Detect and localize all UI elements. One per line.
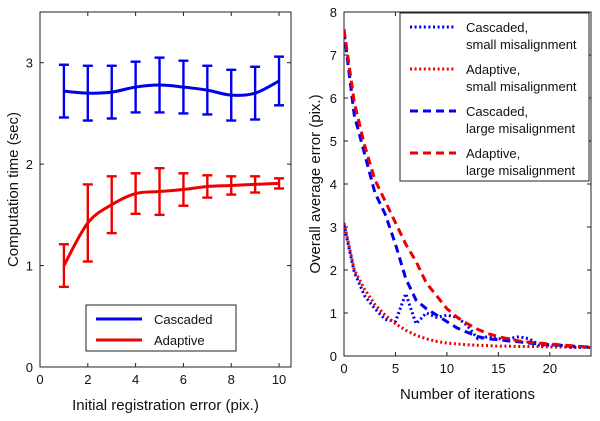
- series-1: [344, 224, 591, 349]
- data-layer: [344, 28, 591, 349]
- legend-label: Adaptive: [154, 333, 205, 348]
- data-layer: [58, 55, 285, 289]
- y-tick-label: 8: [330, 5, 337, 20]
- x-tick-label: 10: [272, 372, 286, 387]
- y-tick-label: 1: [330, 306, 337, 321]
- chart-panel-2: 0 5 10 15 20 0 1 2 3 4 5 6 7 8 Number of iterations Ove…: [307, 5, 592, 403]
- legend-item: Cascaded, small misalignment: [410, 20, 577, 52]
- chart-panel-1: 0 2 4 6 8 10 0 1 2 3 Initial registration error (p…: [5, 11, 292, 414]
- x-tick-label: 0: [36, 372, 43, 387]
- legend-label: Cascaded,: [466, 104, 528, 119]
- y-tick-label: 0: [26, 360, 33, 375]
- y-tick-label: 4: [330, 177, 337, 192]
- legend-box: [85, 304, 237, 352]
- x-tick-label: 2: [84, 372, 91, 387]
- y-tick-label: 5: [330, 134, 337, 149]
- y-tick-label: 7: [330, 48, 337, 63]
- series-line: [62, 181, 280, 267]
- legend-label: Cascaded,: [466, 20, 528, 35]
- legend-item: Adaptive: [96, 333, 205, 348]
- legend-label: Cascaded: [154, 312, 213, 327]
- legend-box: [399, 12, 590, 182]
- x-tick-label: 5: [392, 361, 399, 376]
- x-tick-label: 0: [340, 361, 347, 376]
- legend-label: large misalignment: [466, 163, 575, 178]
- series-line: [344, 222, 591, 349]
- legend-label: small misalignment: [466, 79, 577, 94]
- x-tick-label: 8: [228, 372, 235, 387]
- series-line: [63, 79, 280, 97]
- series-1: [58, 55, 285, 122]
- legend: Cascaded, small misalignment Adaptive, smal…: [399, 12, 590, 182]
- series-4: [344, 28, 591, 349]
- legend-item: Adaptive, small misalignment: [410, 62, 577, 94]
- y-tick-label: 3: [330, 220, 337, 235]
- legend-item: Adaptive, large misalignment: [410, 146, 575, 178]
- x-tick-label: 6: [180, 372, 187, 387]
- series-line: [344, 224, 591, 349]
- legend-label: Adaptive,: [466, 146, 520, 161]
- legend-label: Adaptive,: [466, 62, 520, 77]
- y-tick-label: 2: [26, 157, 33, 172]
- legend-label: large misalignment: [466, 121, 575, 136]
- series-3: [344, 31, 591, 349]
- y-tick-label: 1: [26, 259, 33, 274]
- plot-frame: [39, 11, 292, 368]
- series-line: [344, 31, 591, 349]
- y-tick-label: 3: [26, 56, 33, 71]
- y-tick-label: 0: [330, 349, 337, 364]
- legend: Cascaded Adaptive: [85, 304, 237, 352]
- x-tick-label: 4: [132, 372, 139, 387]
- y-axis-label: Computation time (sec): [5, 112, 22, 267]
- series-line: [344, 28, 591, 349]
- x-axis-label: Number of iterations: [400, 386, 535, 403]
- x-axis-label: Initial registration error (pix.): [72, 397, 259, 414]
- legend-item: Cascaded, large misalignment: [410, 104, 575, 136]
- legend-item: Cascaded: [96, 312, 213, 327]
- legend-label: small misalignment: [466, 37, 577, 52]
- y-axis-label: Overall average error (pix.): [307, 94, 324, 273]
- series-2: [344, 222, 591, 349]
- x-tick-label: 20: [543, 361, 557, 376]
- series-2: [58, 166, 285, 289]
- x-tick-label: 10: [440, 361, 454, 376]
- y-tick-label: 2: [330, 263, 337, 278]
- x-tick-label: 15: [491, 361, 505, 376]
- y-tick-label: 6: [330, 91, 337, 106]
